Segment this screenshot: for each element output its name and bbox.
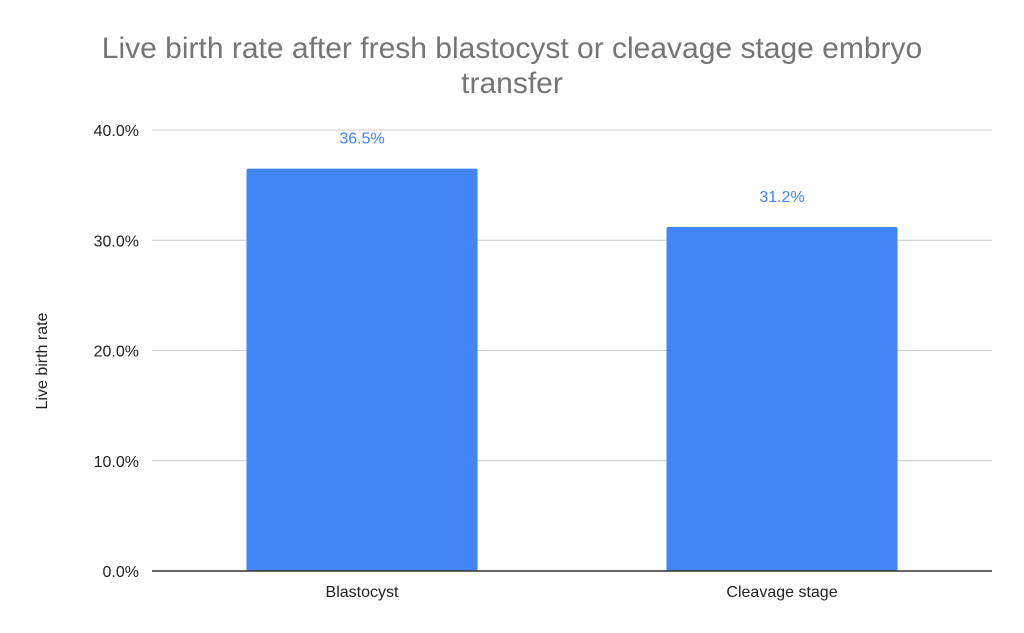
chart-title-line-1: Live birth rate after fresh blastocyst o… bbox=[102, 32, 922, 65]
data-labels: 36.5% 31.2% bbox=[339, 131, 804, 206]
bars bbox=[246, 168, 898, 571]
chart-title-line-2: transfer bbox=[461, 67, 563, 100]
x-tick-label: Cleavage stage bbox=[726, 584, 837, 601]
bar-blastocyst bbox=[246, 168, 478, 571]
y-tick-label: 40.0% bbox=[94, 123, 139, 140]
data-label: 36.5% bbox=[339, 131, 384, 148]
y-tick-label: 30.0% bbox=[94, 233, 139, 250]
x-tick-label: Blastocyst bbox=[326, 584, 399, 601]
data-label: 31.2% bbox=[759, 189, 804, 206]
y-tick-label: 20.0% bbox=[94, 344, 139, 361]
y-tick-label: 0.0% bbox=[103, 564, 139, 581]
bar-cleavage-stage bbox=[666, 227, 898, 571]
x-tick-labels: Blastocyst Cleavage stage bbox=[326, 584, 838, 601]
y-tick-labels: 0.0% 10.0% 20.0% 30.0% 40.0% bbox=[94, 123, 139, 581]
y-tick-label: 10.0% bbox=[94, 454, 139, 471]
y-axis-label: Live birth rate bbox=[34, 312, 51, 409]
